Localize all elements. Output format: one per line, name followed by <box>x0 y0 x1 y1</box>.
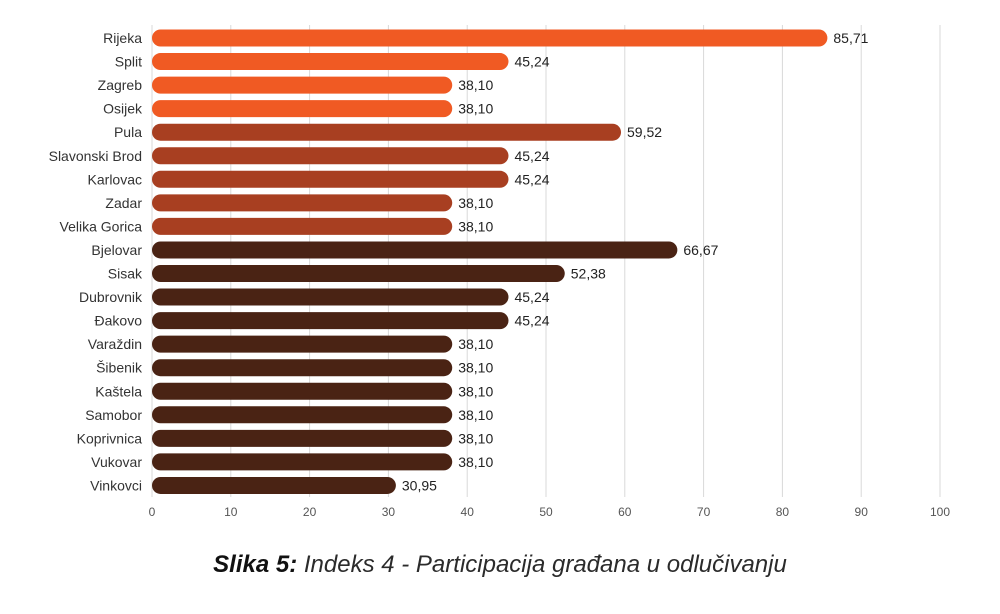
category-label: Split <box>115 54 142 70</box>
value-label: 30,95 <box>402 477 437 493</box>
bar <box>152 53 509 71</box>
bar <box>152 147 509 165</box>
x-tick-label: 0 <box>149 505 156 519</box>
category-label: Bjelovar <box>91 242 142 258</box>
chart-container: 0 10 20 30 40 50 60 70 80 90 100 Rijeka 85,71 Split 45… <box>49 25 950 519</box>
bar <box>152 194 453 212</box>
value-label: 45,24 <box>514 54 549 70</box>
x-tick-label: 20 <box>303 505 317 519</box>
bar <box>152 100 453 118</box>
value-label: 38,10 <box>458 360 493 376</box>
category-label: Karlovac <box>88 171 142 187</box>
category-label: Šibenik <box>96 360 143 376</box>
value-label: 38,10 <box>458 195 493 211</box>
value-label: 85,71 <box>833 30 868 46</box>
category-label: Velika Gorica <box>60 218 143 234</box>
category-label: Koprivnica <box>77 430 143 446</box>
caption-label: Slika 5: <box>213 551 298 578</box>
x-tick-label: 100 <box>930 505 950 519</box>
bar <box>152 241 678 259</box>
category-label: Dubrovnik <box>79 289 143 305</box>
category-label: Zadar <box>105 195 142 211</box>
x-tick-label: 40 <box>461 505 475 519</box>
category-label: Pula <box>114 124 142 140</box>
x-tick-label: 30 <box>382 505 396 519</box>
bar <box>152 29 828 47</box>
bar <box>152 453 453 471</box>
value-label: 38,10 <box>458 336 493 352</box>
value-label: 38,10 <box>458 77 493 93</box>
value-label: 59,52 <box>627 124 662 140</box>
bar <box>152 359 453 377</box>
figure-caption: Slika 5: Indeks 4 - Participacija građan… <box>0 540 1000 590</box>
category-label: Osijek <box>103 101 143 117</box>
bar <box>152 123 622 141</box>
bar <box>152 382 453 400</box>
category-label: Slavonski Brod <box>49 148 142 164</box>
bar <box>152 288 509 306</box>
value-label: 45,24 <box>514 313 549 329</box>
bar <box>152 217 453 235</box>
category-label: Kaštela <box>95 383 142 399</box>
bar <box>152 406 453 424</box>
bar <box>152 312 509 330</box>
x-tick-label: 70 <box>697 505 711 519</box>
category-label: Varaždin <box>88 336 142 352</box>
value-label: 45,24 <box>514 171 549 187</box>
bar <box>152 335 453 353</box>
category-label: Samobor <box>85 407 142 423</box>
x-tick-label: 10 <box>224 505 238 519</box>
value-label: 38,10 <box>458 407 493 423</box>
bar-chart: 0 10 20 30 40 50 60 70 80 90 100 Rijeka 85,71 Split 45… <box>49 25 950 519</box>
category-label: Zagreb <box>98 77 143 93</box>
bar <box>152 170 509 188</box>
value-label: 38,10 <box>458 430 493 446</box>
x-tick-label: 90 <box>855 505 869 519</box>
value-label: 38,10 <box>458 454 493 470</box>
bar <box>152 429 453 447</box>
category-label: Rijeka <box>103 30 142 46</box>
bar <box>152 76 453 94</box>
value-label: 38,10 <box>458 218 493 234</box>
value-label: 52,38 <box>571 266 606 282</box>
x-tick-label: 50 <box>539 505 553 519</box>
bar <box>152 476 396 494</box>
bar <box>152 265 565 282</box>
value-label: 45,24 <box>514 289 549 305</box>
x-tick-label: 80 <box>776 505 790 519</box>
x-tick-label: 60 <box>618 505 632 519</box>
category-label: Vukovar <box>91 454 142 470</box>
value-label: 38,10 <box>458 101 493 117</box>
category-label: Sisak <box>108 266 143 282</box>
category-label: Đakovo <box>95 313 143 329</box>
category-label: Vinkovci <box>90 477 142 493</box>
caption-text: Indeks 4 - Participacija građana u odluč… <box>297 551 787 578</box>
value-label: 45,24 <box>514 148 549 164</box>
value-label: 66,67 <box>683 242 718 258</box>
value-label: 38,10 <box>458 383 493 399</box>
